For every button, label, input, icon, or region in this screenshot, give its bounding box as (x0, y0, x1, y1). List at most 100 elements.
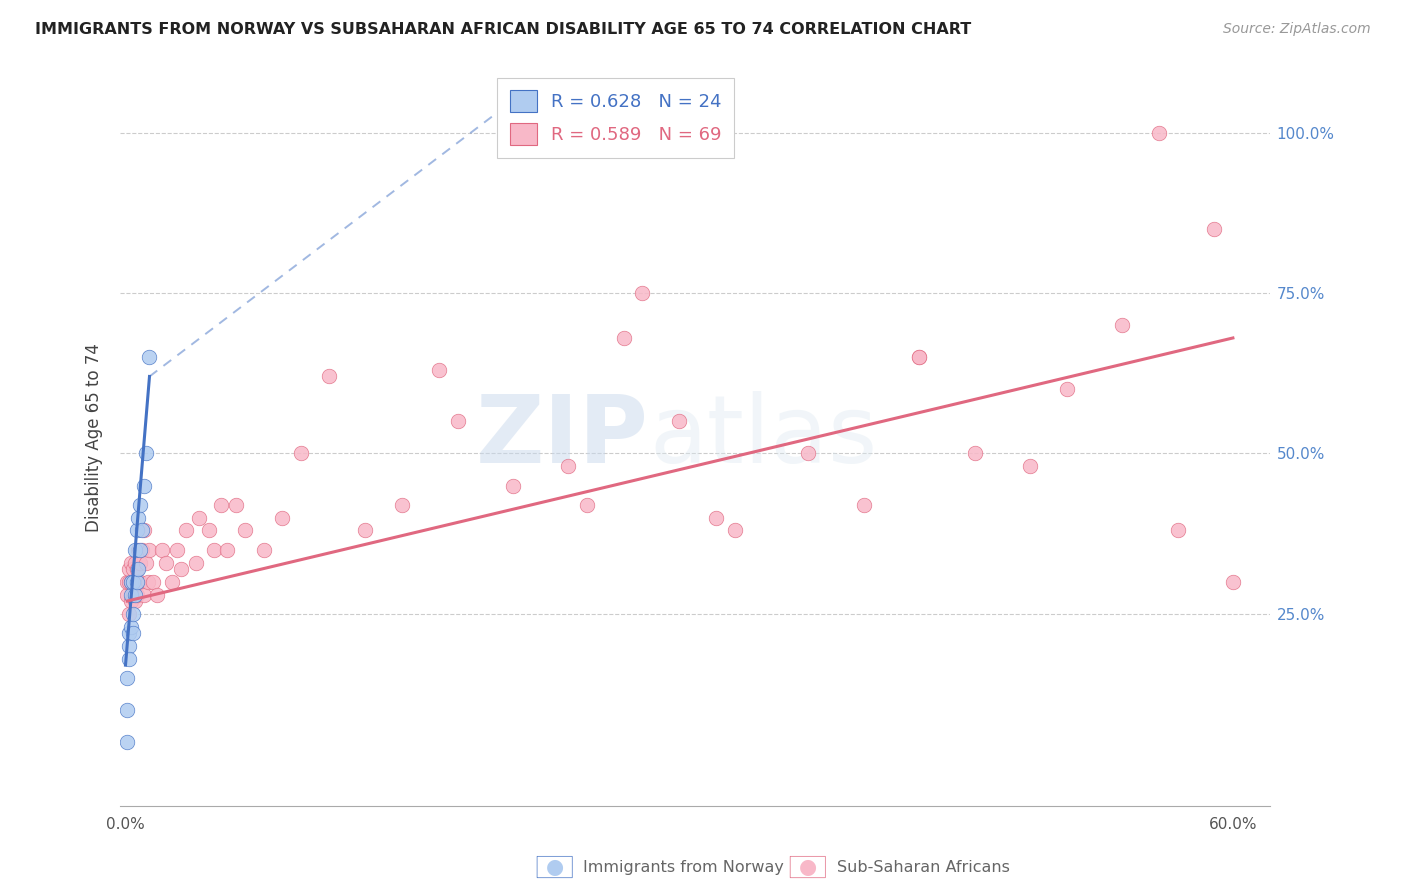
Point (354, 524, 377, 538)
Point (184, 556, 207, 570)
Point (120, 620, 142, 634)
Point (129, 556, 152, 570)
Point (908, 350, 931, 364)
Point (125, 524, 148, 538)
Point (122, 574, 145, 589)
Point (963, 446, 986, 460)
Point (135, 446, 157, 460)
Point (152, 542, 174, 557)
Point (253, 542, 276, 557)
Point (127, 510, 149, 524)
Point (170, 562, 193, 576)
Point (118, 607, 141, 621)
Point (1222, 574, 1244, 589)
Point (797, 446, 820, 460)
Point (117, 703, 139, 717)
Point (129, 542, 152, 557)
Point (135, 556, 157, 570)
Point (124, 574, 146, 589)
Point (1056, 382, 1078, 396)
Point (631, 286, 654, 301)
Point (120, 588, 142, 602)
Point (704, 510, 727, 524)
Point (852, 498, 875, 512)
Point (117, 588, 139, 602)
Point (142, 574, 165, 589)
Point (176, 524, 198, 538)
Point (197, 524, 219, 538)
Point (155, 556, 177, 570)
Text: ZIP: ZIP (477, 392, 650, 483)
Point (613, 331, 636, 345)
Text: Immigrants from Norway: Immigrants from Norway (583, 860, 785, 874)
Point (117, 574, 139, 589)
Point (235, 524, 257, 538)
Point (290, 446, 312, 460)
Point (124, 556, 146, 570)
Point (146, 588, 169, 602)
Point (129, 498, 152, 512)
Point (166, 542, 188, 557)
Point (1111, 318, 1133, 333)
Point (129, 574, 152, 589)
Point (138, 542, 160, 557)
Point (318, 369, 340, 384)
Point (502, 478, 524, 492)
Text: atlas: atlas (650, 392, 877, 483)
Point (120, 594, 142, 608)
Point (160, 574, 183, 589)
Point (1167, 524, 1189, 538)
Point (125, 588, 148, 602)
Point (125, 574, 148, 589)
Point (132, 524, 155, 538)
Point (271, 510, 294, 524)
Point (120, 556, 142, 570)
Point (668, 414, 690, 428)
Point (136, 574, 159, 589)
Point (575, 498, 598, 512)
Text: Source: ZipAtlas.com: Source: ZipAtlas.com (1223, 22, 1371, 37)
Point (131, 524, 153, 538)
Point (138, 350, 160, 364)
Point (1018, 459, 1040, 474)
Point (124, 594, 146, 608)
Point (427, 363, 450, 377)
Point (908, 350, 931, 364)
Point (391, 498, 413, 512)
Point (127, 562, 149, 576)
Point (122, 626, 145, 640)
Point (127, 574, 149, 589)
Point (122, 588, 145, 602)
Point (188, 510, 211, 524)
Point (127, 542, 149, 557)
Legend: R = 0.628   N = 24, R = 0.589   N = 69: R = 0.628 N = 24, R = 0.589 N = 69 (496, 78, 734, 158)
Point (215, 542, 238, 557)
Point (118, 651, 141, 665)
Point (120, 574, 142, 589)
Point (120, 574, 142, 589)
Point (117, 671, 139, 685)
Point (1204, 222, 1226, 236)
Point (122, 562, 145, 576)
Point (124, 588, 146, 602)
Point (117, 735, 139, 749)
Point (557, 459, 579, 474)
Text: Sub-Saharan Africans: Sub-Saharan Africans (837, 860, 1010, 874)
Point (132, 478, 155, 492)
Point (124, 542, 146, 557)
Point (118, 626, 141, 640)
Point (125, 562, 148, 576)
Point (211, 498, 233, 512)
Point (225, 498, 247, 512)
Point (118, 639, 141, 653)
Point (118, 562, 141, 576)
Text: IMMIGRANTS FROM NORWAY VS SUBSAHARAN AFRICAN DISABILITY AGE 65 TO 74 CORRELATION: IMMIGRANTS FROM NORWAY VS SUBSAHARAN AFR… (35, 22, 972, 37)
Point (122, 607, 145, 621)
Point (132, 588, 155, 602)
Text: ●: ● (800, 857, 817, 877)
Point (118, 574, 141, 589)
Point (1147, 126, 1170, 140)
Point (447, 414, 470, 428)
Point (202, 542, 225, 557)
Text: ●: ● (547, 857, 564, 877)
